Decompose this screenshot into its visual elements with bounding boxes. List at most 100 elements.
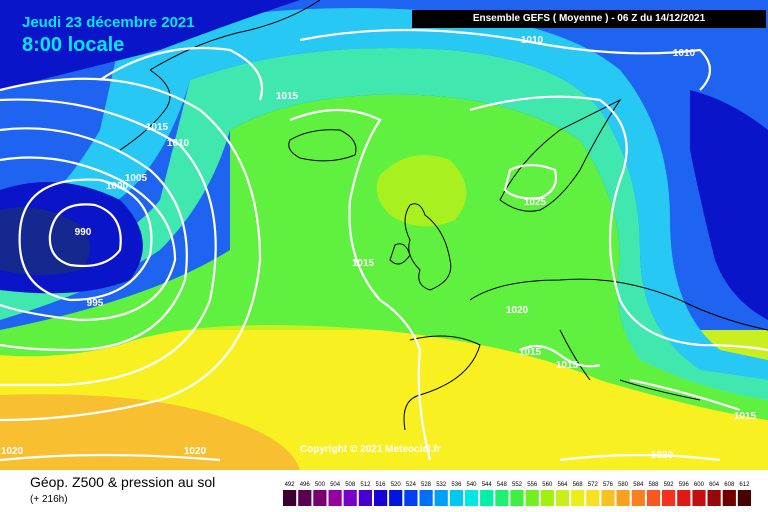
scale-tick-label: 520 (391, 482, 402, 488)
color-scale: 492 496 500 504 508 512 516 520 524 528 532 536 540 5… (283, 482, 751, 506)
isobar-labels: 1010 1010 1015 1015 1010 1005 1000 990 9… (1, 35, 757, 461)
parameter-title: Géop. Z500 & pression au sol (30, 474, 216, 490)
scale-tick-label: 564 (557, 482, 568, 488)
scale-tick-label: 536 (451, 482, 462, 488)
scale-swatch (404, 490, 418, 506)
scale-swatch (313, 490, 327, 506)
isobar-995 (18, 178, 153, 302)
scale-tick-label: 560 (542, 482, 553, 488)
scale-swatch (389, 490, 403, 506)
scale-swatch (495, 490, 509, 506)
scale-tick-label: 600 (694, 482, 705, 488)
isobar-label: 1010 (521, 35, 544, 46)
isobar-label: 1015 (276, 91, 299, 102)
scale-swatch (631, 490, 645, 506)
isobar-label: 1015 (352, 258, 375, 269)
scandinavia-coast (499, 98, 622, 212)
scale-swatch (555, 490, 570, 506)
scale-tick-label: 540 (466, 482, 477, 488)
isobar-label: 1025 (524, 197, 547, 208)
scale-tick-label: 500 (315, 482, 326, 488)
iceland-coast (288, 129, 357, 162)
scale-tick-label: 532 (436, 482, 447, 488)
map-canvas: 1010 1010 1015 1015 1010 1005 1000 990 9… (0, 0, 768, 470)
isobar-1005 (0, 127, 188, 352)
lead-time: (+ 216h) (30, 494, 68, 505)
scale-tick-label: 596 (679, 482, 690, 488)
scale-swatch (692, 490, 706, 506)
isobar-label: 1015 (734, 411, 757, 422)
isobar-1015-east (629, 378, 741, 412)
isobar-label: 1015 (519, 347, 542, 358)
scale-swatch (601, 490, 615, 506)
scale-swatch (677, 490, 691, 506)
scale-swatch (737, 490, 751, 506)
scale-tick-label: 556 (527, 482, 538, 488)
copyright-notice: Copyright © 2021 Meteociel.fr (300, 444, 441, 455)
isobar-label: 1010 (167, 138, 190, 149)
scale-tick-label: 568 (573, 482, 584, 488)
band-cyan (0, 8, 768, 380)
valid-date: Jeudi 23 décembre 2021 (22, 14, 195, 31)
isobar-1020-south (559, 453, 721, 462)
scale-tick-label: 512 (360, 482, 371, 488)
scale-swatch (374, 490, 388, 506)
isobar-label: 1020 (1, 446, 24, 457)
scale-tick-label: 584 (633, 482, 644, 488)
scale-swatch (449, 490, 463, 506)
scale-tick-label: 552 (512, 482, 523, 488)
europe-coast (403, 278, 768, 431)
scale-swatch (434, 490, 448, 506)
isobars (0, 28, 768, 462)
isobar-greenland (99, 46, 264, 101)
band-deep-north (0, 0, 300, 90)
isobar-label: 1015 (146, 122, 169, 133)
isobar-1000 (0, 156, 177, 322)
scale-tick-label: 544 (482, 482, 493, 488)
scale-tick-label: 588 (648, 482, 659, 488)
isobar-north (299, 28, 712, 91)
isobar-1020 (469, 95, 768, 352)
scale-tick-label: 580 (618, 482, 629, 488)
scale-swatch (525, 490, 539, 506)
scale-tick-label: 576 (603, 482, 614, 488)
isobar-label: 1020 (184, 446, 207, 457)
scale-swatch (616, 490, 630, 506)
scale-swatch (571, 490, 585, 506)
scale-swatch (343, 490, 357, 506)
isobar-label: 1010 (673, 48, 696, 59)
isobar-1015-center (289, 108, 432, 461)
scale-swatch (586, 490, 600, 506)
isobar-1015-south (519, 344, 601, 368)
isobar-1010-west (0, 98, 217, 387)
britain-coast (389, 203, 452, 291)
scale-swatch (419, 490, 433, 506)
isobar-label: 1005 (125, 173, 148, 184)
scale-swatch (328, 490, 342, 506)
scale-tick-label: 604 (709, 482, 720, 488)
band-teal (0, 48, 768, 400)
scale-swatch (662, 490, 676, 506)
isobar-1020-sw (0, 453, 221, 462)
scale-swatch (480, 490, 494, 506)
scale-tick-label: 548 (497, 482, 508, 488)
scale-swatch (464, 490, 479, 506)
scale-swatch (510, 490, 524, 506)
scale-swatch (358, 490, 372, 506)
isobar-label: 1000 (106, 181, 129, 192)
scale-tick-label: 528 (421, 482, 432, 488)
model-run-banner: Ensemble GEFS ( Moyenne ) - 06 Z du 14/1… (412, 10, 766, 28)
scale-tick-label: 572 (588, 482, 599, 488)
scale-tick-label: 592 (664, 482, 675, 488)
scale-swatch (722, 490, 736, 506)
greenland-coast (119, 0, 321, 151)
scale-tick-label: 504 (330, 482, 341, 488)
isobar-990 (48, 203, 122, 268)
isobar-label: 1015 (556, 360, 579, 371)
isobar-label: 995 (87, 298, 104, 309)
scale-tick-label: 608 (724, 482, 735, 488)
band-deep-east (690, 90, 768, 320)
isobar-1015-west (0, 77, 262, 422)
scale-tick-label: 524 (406, 482, 417, 488)
